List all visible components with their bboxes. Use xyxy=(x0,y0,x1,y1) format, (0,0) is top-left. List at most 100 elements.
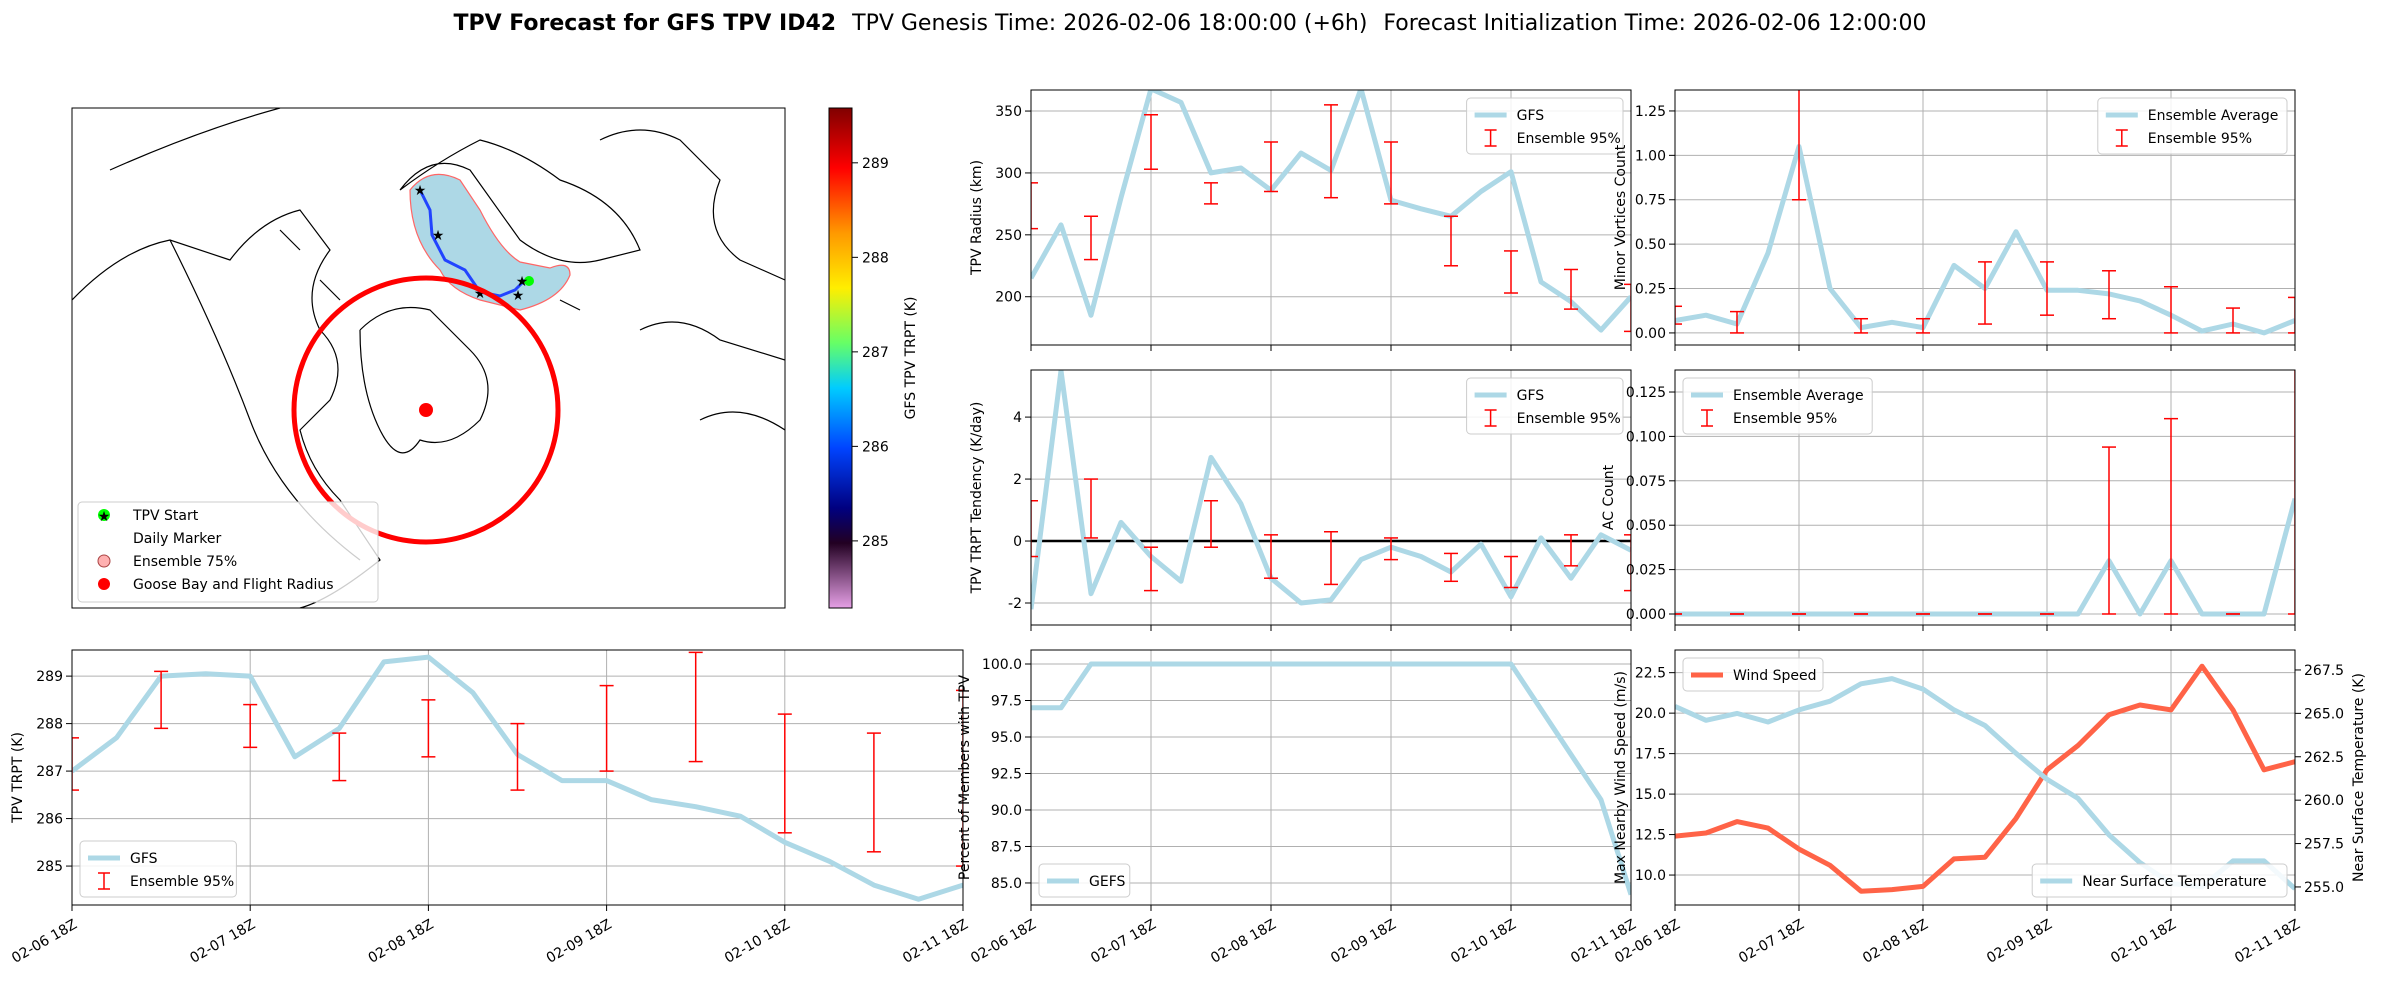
y-tick-label: 262.5 xyxy=(2304,750,2344,766)
chart-panel: 0.00 0.25 0.50 0.75 1.00 1.25 Minor Vortices C… xyxy=(1613,89,2296,351)
goose-bay xyxy=(419,403,433,417)
y-tick-label: 0 xyxy=(1013,534,1022,550)
y-tick-label: 85.0 xyxy=(991,876,1022,892)
legend-label: Ensemble 95% xyxy=(1517,131,1621,147)
series-line xyxy=(1031,661,1631,896)
y-tick-label: 289 xyxy=(36,669,63,685)
coastline xyxy=(399,139,641,263)
colorbar-tick-label: 285 xyxy=(862,534,889,550)
y-tick-label: 1.00 xyxy=(1635,148,1666,164)
y-tick-label: 0.000 xyxy=(1626,607,1666,623)
y-tick-label: 0.25 xyxy=(1635,282,1666,298)
chart-panel: 02-06 18Z 02-07 18Z 02-08 18Z 02-09 18Z 02-1… xyxy=(9,649,971,967)
y-tick-label: 285 xyxy=(36,859,63,875)
legend-marker xyxy=(98,509,110,521)
plot-marks xyxy=(1675,90,2295,336)
y-tick-label: 255.0 xyxy=(2304,880,2344,896)
legend-label: GFS xyxy=(1517,108,1545,124)
y-tick-label: 0.075 xyxy=(1626,474,1666,490)
y-tick-label: 2 xyxy=(1013,472,1022,488)
map-legend xyxy=(77,501,379,603)
y-tick-label: 97.5 xyxy=(991,694,1022,710)
y-tick-label: 0.75 xyxy=(1635,193,1666,209)
y-tick-label: 257.5 xyxy=(2304,837,2344,853)
y-axis-label: TPV Radius (km) xyxy=(969,160,985,276)
y-tick-label: 0.050 xyxy=(1626,518,1666,534)
legend-label: Ensemble 95% xyxy=(1733,411,1837,427)
x-tick-label: 02-09 18Z xyxy=(544,917,615,967)
legend-label: Ensemble Average xyxy=(2148,108,2279,124)
legend-label: Ensemble 95% xyxy=(130,874,234,890)
y-tick-label: 12.5 xyxy=(1635,828,1666,844)
legend-label: Near Surface Temperature xyxy=(2082,874,2266,890)
genesis-time: TPV Genesis Time: 2026-02-06 18:00:00 (+… xyxy=(851,11,1367,36)
series-line xyxy=(1031,370,1631,610)
y-tick-label: 0.00 xyxy=(1635,326,1666,342)
flight-radius xyxy=(291,275,561,545)
legend-label: Ensemble 95% xyxy=(2148,131,2252,147)
daily-marker: ★ xyxy=(516,274,529,290)
y-tick-label: 0.100 xyxy=(1626,429,1666,445)
coastline xyxy=(359,306,489,454)
y-tick-label: 265.0 xyxy=(2304,706,2344,722)
x-tick-label: 02-10 18Z xyxy=(722,917,793,967)
legend-marker xyxy=(97,554,111,568)
figure-title: TPV Forecast for GFS TPV ID42 TPV Genesis… xyxy=(453,11,1926,36)
coastline xyxy=(599,129,785,431)
legend-label: Daily Marker xyxy=(133,531,222,547)
map-panel: ★ ★ ★ ★ ★ ★ TPV Start Daily Marker Ensem… xyxy=(71,107,919,609)
x-tick-label: 02-10 18Z xyxy=(2108,917,2179,967)
legend-label: Ensemble 75% xyxy=(133,554,237,570)
x-tick-label: 02-07 18Z xyxy=(1736,917,1807,967)
x-tick-label: 02-08 18Z xyxy=(1208,917,1279,967)
y-axis-label: TPV TRPT Tendency (K/day) xyxy=(969,402,985,595)
init-time: Forecast Initialization Time: 2026-02-06… xyxy=(1383,11,1926,36)
y-axis-label: TPV TRPT (K) xyxy=(10,732,26,824)
legend-box xyxy=(1682,377,1873,435)
colorbar-tick-label: 286 xyxy=(862,439,889,455)
legend-label: GFS xyxy=(1517,388,1545,404)
y-tick-label: 1.25 xyxy=(1635,104,1666,120)
y-tick-label: 300 xyxy=(995,166,1022,182)
y-tick-label: 15.0 xyxy=(1635,787,1666,803)
title: TPV Forecast for GFS TPV ID42 xyxy=(453,11,836,36)
y-tick-label: 10.0 xyxy=(1635,868,1666,884)
legend-label: Ensemble 95% xyxy=(1517,411,1621,427)
y-tick-label: 22.5 xyxy=(1635,666,1666,682)
axes-frame xyxy=(71,649,964,906)
y-tick-label: -2 xyxy=(1008,596,1022,612)
daily-marker: ★ xyxy=(414,183,427,199)
legend-label: TPV Start xyxy=(132,508,199,524)
colorbar-label: GFS TPV TRPT (K) xyxy=(903,297,919,420)
legend-box xyxy=(1682,657,1824,692)
chart-panel: 02-06 18Z 02-07 18Z 02-08 18Z 02-09 18Z 02-1… xyxy=(957,649,1639,967)
y-tick-label: 90.0 xyxy=(991,803,1022,819)
x-tick-label: 02-09 18Z xyxy=(1328,917,1399,967)
y-tick-label: 0.125 xyxy=(1626,385,1666,401)
legend-box xyxy=(2097,97,2288,155)
y-tick-label: 200 xyxy=(995,290,1022,306)
y2-axis-label: Near Surface Temperature (K) xyxy=(2351,673,2367,882)
chart-panel: 0.000 0.025 0.050 0.075 0.100 0.125 AC Count En… xyxy=(1601,369,2296,631)
y-tick-label: 260.0 xyxy=(2304,793,2344,809)
legend-marker: ★ xyxy=(98,509,111,525)
y-tick-label: 20.0 xyxy=(1635,706,1666,722)
y-tick-label: 17.5 xyxy=(1635,747,1666,763)
y-axis-label: AC Count xyxy=(1601,464,1617,530)
x-tick-label: 02-10 18Z xyxy=(1448,917,1519,967)
plot-marks xyxy=(72,651,963,902)
legend-label: Goose Bay and Flight Radius xyxy=(133,577,334,593)
y-tick-label: 288 xyxy=(36,717,63,733)
x-tick-label: 02-07 18Z xyxy=(1088,917,1159,967)
legend-label: GEFS xyxy=(1089,874,1126,890)
plot-marks xyxy=(1675,370,2295,617)
y-tick-label: 92.5 xyxy=(991,766,1022,782)
colorbar-tick-label: 288 xyxy=(862,250,889,266)
axes-frame xyxy=(1030,89,1632,346)
x-tick-label: 02-06 18Z xyxy=(968,917,1039,967)
y-tick-label: 100.0 xyxy=(982,657,1022,673)
y-tick-label: 4 xyxy=(1013,410,1022,426)
y-tick-label: 267.5 xyxy=(2304,663,2344,679)
legend-label: Wind Speed xyxy=(1733,668,1817,684)
